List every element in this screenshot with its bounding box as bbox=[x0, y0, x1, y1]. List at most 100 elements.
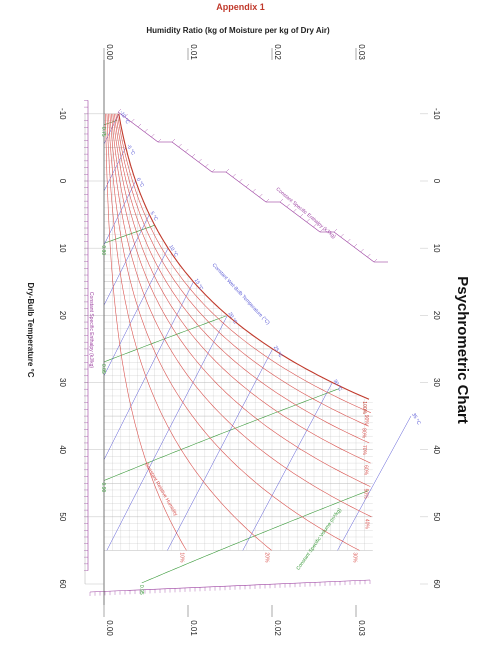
x-tick-label-right: -10 bbox=[432, 108, 441, 120]
rh-label: 60% bbox=[363, 465, 369, 476]
enthalpy-tick bbox=[245, 183, 250, 188]
wet-bulb-lines bbox=[103, 113, 412, 551]
enthalpy-tick bbox=[306, 218, 310, 223]
wet-bulb-label: 30 °C bbox=[332, 379, 344, 393]
chart-title: Psychrometric Chart bbox=[454, 276, 471, 424]
enthalpy-tick bbox=[117, 108, 122, 113]
labels: 10% 20% 30%40%50%60%70%80%90%100%-10 °C-5 … bbox=[100, 110, 422, 595]
wet-bulb-label: 15 °C bbox=[193, 278, 205, 292]
enthalpy-tick bbox=[367, 253, 371, 258]
y-tick-label-top: 0.01 bbox=[189, 44, 198, 60]
enthalpy-tick bbox=[178, 143, 182, 148]
volume-label: 0.95 bbox=[138, 585, 144, 595]
y-axis-title: Humidity Ratio (kg of Moisture per kg of… bbox=[146, 26, 330, 35]
wet-bulb-annotation: Constant Wet-Bulb Temperature (°C) bbox=[211, 262, 271, 326]
rh-label: 100% bbox=[361, 401, 367, 414]
enthalpy-tick bbox=[313, 223, 317, 228]
enthalpy-tick bbox=[279, 198, 284, 203]
rh-curve bbox=[109, 113, 372, 518]
rh-label: 10% bbox=[178, 552, 184, 563]
x-tick-label-left: 40 bbox=[58, 445, 67, 454]
enthalpy-tick bbox=[299, 213, 304, 218]
rh-label: 50% bbox=[362, 489, 368, 500]
enthalpy-tick bbox=[347, 238, 351, 243]
volume-label: 0.75 bbox=[100, 127, 106, 137]
rh-label: 70% bbox=[361, 445, 367, 456]
volume-label: 0.80 bbox=[100, 245, 106, 255]
x-tick-label-left: 20 bbox=[58, 311, 67, 320]
enthalpy-scale-annotation: Constant Specific Enthalpy (kJ/kg) bbox=[88, 292, 94, 368]
y-tick-label-top: 0.00 bbox=[105, 44, 114, 60]
wet-bulb-label: -5 °C bbox=[125, 143, 136, 156]
volume-label: 0.85 bbox=[100, 364, 106, 374]
enthalpy-tick bbox=[205, 163, 209, 168]
wet-bulb-line bbox=[167, 348, 273, 551]
wet-bulb-label: 20 °C bbox=[227, 311, 239, 325]
wet-bulb-label: 0 °C bbox=[135, 177, 145, 189]
y-tick-label-bottom: 0.02 bbox=[273, 620, 282, 636]
enthalpy-tick bbox=[259, 193, 263, 198]
wet-bulb-label: 10 °C bbox=[167, 244, 179, 258]
x-tick-label-right: 10 bbox=[432, 244, 441, 253]
rh-curve bbox=[114, 113, 370, 444]
x-tick-label-left: 0 bbox=[58, 179, 67, 184]
rh-label: 90% bbox=[363, 415, 369, 426]
enthalpy-tick bbox=[360, 248, 364, 253]
enthalpy-tick bbox=[319, 228, 324, 233]
x-tick-label-right: 0 bbox=[432, 179, 441, 184]
enthalpy-tick bbox=[286, 203, 290, 208]
rh-curve bbox=[117, 113, 371, 413]
enthalpy-tick bbox=[232, 173, 236, 178]
rh-curve bbox=[111, 113, 371, 487]
wet-bulb-line bbox=[106, 315, 228, 551]
enthalpy-annotation: Constant Specific Enthalpy (kJ/kg) bbox=[275, 186, 337, 240]
x-tick-label-right: 50 bbox=[432, 512, 441, 521]
y-tick-label-top: 0.02 bbox=[273, 44, 282, 60]
y-tick-label-bottom: 0.03 bbox=[357, 620, 366, 636]
relative-humidity-lines bbox=[105, 113, 372, 551]
x-tick-label-left: 30 bbox=[58, 378, 67, 387]
rh-curve bbox=[105, 113, 187, 551]
enthalpy-tick bbox=[239, 178, 243, 183]
enthalpy-tick bbox=[211, 168, 216, 173]
rh-label: 40% bbox=[363, 519, 369, 530]
wet-bulb-line bbox=[103, 248, 169, 376]
rh-annotation: Constant Relative Humidity bbox=[143, 462, 179, 518]
x-tick-label-left: 10 bbox=[58, 244, 67, 253]
x-tick-label-right: 20 bbox=[432, 311, 441, 320]
y-tick-label-top: 0.03 bbox=[357, 44, 366, 60]
enthalpy-scales bbox=[84, 100, 388, 596]
enthalpy-tick bbox=[353, 243, 358, 248]
x-tick-label-left: -10 bbox=[58, 108, 67, 120]
enthalpy-tick bbox=[151, 133, 155, 138]
wet-bulb-label: 25 °C bbox=[272, 345, 284, 359]
wet-bulb-line bbox=[103, 214, 150, 306]
enthalpy-tick bbox=[185, 148, 189, 153]
enthalpy-tick bbox=[137, 123, 142, 128]
rh-label: 30% bbox=[351, 552, 357, 563]
enthalpy-tick bbox=[198, 158, 202, 163]
x-tick-label-left: 50 bbox=[58, 512, 67, 521]
axes: 0.00 0.00 0.01 0.01 0.02 0.02 0.03 0.03 -10 -10 0 0… bbox=[58, 44, 441, 636]
enthalpy-tick bbox=[191, 153, 196, 158]
grid-layer bbox=[104, 113, 373, 551]
enthalpy-tick bbox=[340, 233, 344, 238]
enthalpy-tick bbox=[373, 258, 378, 263]
x-tick-label-right: 30 bbox=[432, 378, 441, 387]
enthalpy-tick bbox=[157, 138, 162, 143]
y-tick-label-bottom: 0.00 bbox=[105, 620, 114, 636]
wet-bulb-label: 35 °C bbox=[410, 412, 422, 426]
volume-line bbox=[141, 490, 369, 584]
enthalpy-tick bbox=[265, 198, 270, 203]
wet-bulb-line bbox=[103, 281, 194, 460]
x-tick-label-left: 60 bbox=[58, 580, 67, 589]
wet-bulb-label: 5 °C bbox=[149, 211, 159, 223]
rh-label: 20% bbox=[264, 552, 270, 563]
rh-curve bbox=[108, 113, 360, 551]
rh-label: 80% bbox=[361, 428, 367, 439]
x-tick-label-right: 40 bbox=[432, 445, 441, 454]
volume-line bbox=[103, 388, 340, 481]
enthalpy-tick bbox=[171, 138, 176, 143]
wet-bulb-line bbox=[337, 415, 412, 551]
